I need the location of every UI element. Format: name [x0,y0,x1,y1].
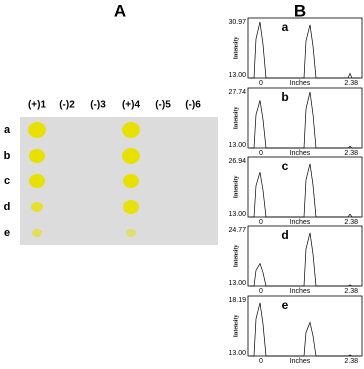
row-label: c [4,175,10,187]
x-start-label: 0 [259,288,263,295]
plot-letter: d [281,228,288,242]
row-label: e [4,227,10,239]
dot [123,174,139,188]
dot [123,200,139,214]
dot [32,229,42,237]
column-header: (+)1 [28,100,47,111]
y-axis-label: Intensity [233,107,239,130]
y-max-label: 24.77 [228,227,246,234]
x-end-label: 2.38 [344,358,358,365]
row-label: b [4,150,11,162]
plot-letter: c [282,159,289,173]
plot-frame [247,87,363,149]
x-axis-label: Inches [290,288,311,295]
y-min-label: 13.00 [228,72,246,79]
y-axis-label: Intensity [233,37,239,60]
dot [29,149,45,163]
row-label: a [4,124,11,136]
intensity-trace [250,21,360,79]
x-start-label: 0 [259,219,263,226]
dot [28,122,46,138]
y-min-label: 13.00 [228,142,246,149]
y-axis-label: Intensity [233,245,239,268]
plot-letter: e [282,298,289,312]
x-axis-label: Inches [290,358,311,365]
x-end-label: 2.38 [344,150,358,157]
column-header: (-)5 [155,100,171,111]
x-end-label: 2.38 [344,80,358,87]
panel-label: A [114,1,126,20]
dot [29,174,45,188]
x-axis-label: Inches [290,150,311,157]
intensity-trace [250,232,360,287]
x-start-label: 0 [259,80,263,87]
x-axis-label: Inches [290,80,311,87]
plot-letter: a [282,20,289,34]
plot-frame [247,295,363,357]
dot [122,122,140,138]
intensity-trace [250,91,360,149]
plot-frame [247,156,363,218]
y-axis-label: Intensity [233,176,239,199]
plot-frame [247,17,363,79]
column-header: (-)3 [90,100,106,111]
x-axis-label: Inches [290,219,311,226]
panel-label: B [294,1,306,20]
plot-letter: b [281,90,288,104]
x-start-label: 0 [259,150,263,157]
plot-frame [247,225,363,287]
row-label: d [4,201,11,213]
y-min-label: 13.00 [228,211,246,218]
dot [31,202,43,212]
column-header: (-)2 [59,100,75,111]
x-start-label: 0 [259,358,263,365]
y-min-label: 13.00 [228,280,246,287]
dot [126,229,136,237]
column-header: (-)6 [185,100,201,111]
y-max-label: 18.19 [228,297,246,304]
column-header: (+)4 [122,100,141,111]
x-end-label: 2.38 [344,219,358,226]
y-max-label: 30.97 [228,19,246,26]
y-min-label: 13.00 [228,350,246,357]
dot [122,148,140,164]
intensity-trace [250,302,360,357]
y-max-label: 27.74 [228,89,246,96]
membrane [20,117,218,245]
y-max-label: 26.94 [228,158,246,165]
intensity-trace [250,163,360,218]
x-end-label: 2.38 [344,288,358,295]
y-axis-label: Intensity [233,315,239,338]
